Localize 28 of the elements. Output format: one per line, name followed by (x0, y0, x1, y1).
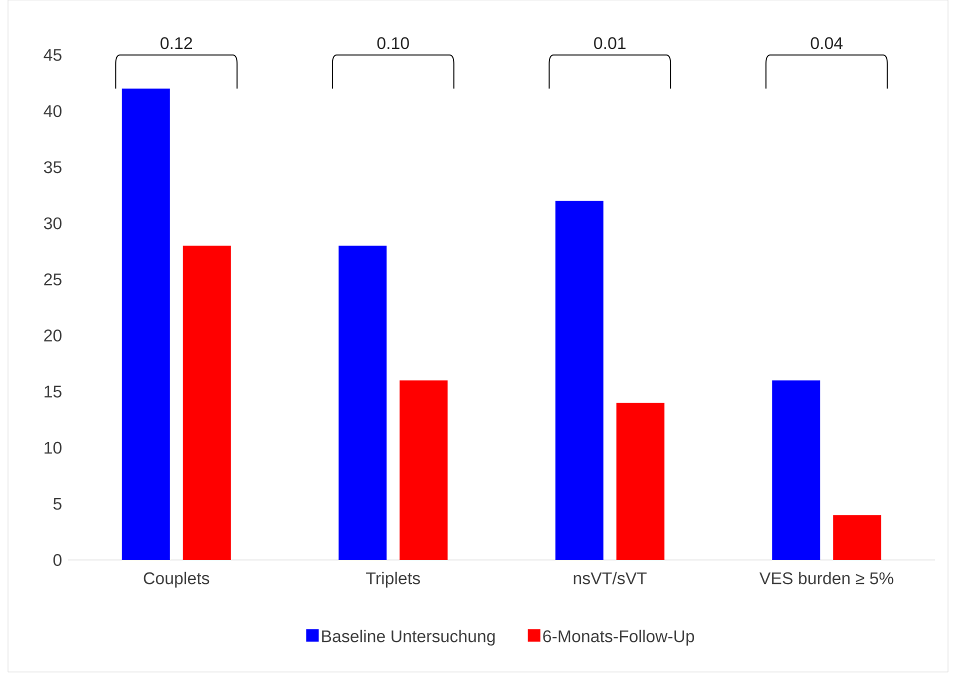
text: 0.01 (594, 37, 626, 50)
text: 0.12 (160, 37, 192, 50)
y-tick-label: 40 (44, 105, 62, 118)
y-tick-label: 15 (44, 386, 62, 398)
bar (338, 246, 387, 560)
bar (555, 200, 604, 560)
x-tick-label: nsVT/sVT (574, 572, 647, 584)
text: 0.04 (810, 37, 843, 50)
x-tick-label: VES burden ≥ 5% (759, 572, 894, 584)
bar (772, 380, 820, 560)
y-tick-label: 0 (53, 554, 62, 566)
y-tick-label: 30 (44, 217, 62, 230)
x-tick-label: Couplets (144, 572, 210, 588)
bar (182, 246, 231, 560)
legend-label: Baseline Untersuchung (322, 630, 495, 646)
x-tick-label: Triplets (366, 572, 420, 588)
y-tick-label: 35 (44, 161, 62, 174)
bar (122, 88, 170, 560)
y-tick-label: 5 (53, 498, 62, 510)
bar (616, 402, 664, 560)
y-tick-label: 20 (44, 330, 62, 342)
text: 0.10 (377, 37, 409, 50)
bar (833, 515, 882, 560)
y-tick-label: 25 (44, 273, 62, 286)
bar (400, 380, 448, 560)
y-tick-label: 45 (44, 49, 62, 61)
legend-label: 6-Monats-Follow-Up (543, 630, 694, 646)
y-tick-label: 10 (44, 442, 62, 454)
